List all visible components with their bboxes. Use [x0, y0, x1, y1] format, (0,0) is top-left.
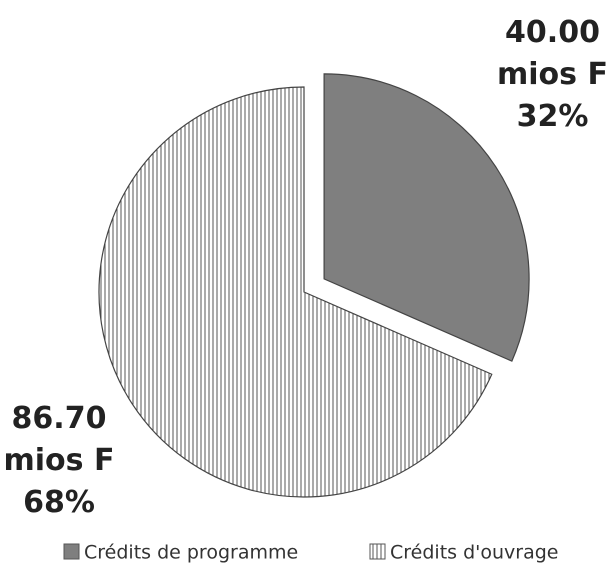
pie-slice — [98, 86, 493, 498]
pie — [98, 73, 530, 498]
legend-swatch — [369, 543, 386, 560]
legend-label: Crédits d'ouvrage — [390, 542, 558, 564]
percent-label: 68% — [23, 485, 95, 520]
percent-label: 32% — [516, 99, 589, 134]
legend-swatch — [63, 543, 80, 560]
value-label: 40.00 mios F — [497, 15, 608, 92]
slice-label: 86.70 mios F 68% — [0, 398, 118, 524]
slice-label: 40.00 mios F 32% — [495, 12, 610, 138]
legend: Crédits de programme Crédits d'ouvrage — [63, 542, 558, 564]
legend-label: Crédits de programme — [84, 542, 298, 564]
value-label: 86.70 mios F — [3, 401, 115, 478]
pie-slice — [323, 73, 530, 362]
